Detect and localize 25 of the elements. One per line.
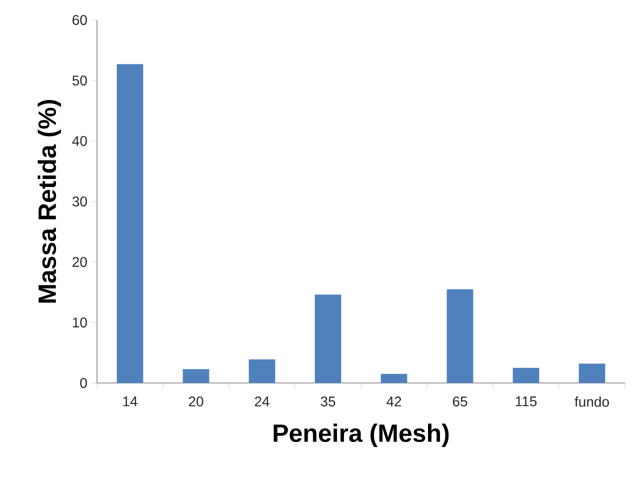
x-axis-title: Peneira (Mesh) [274, 424, 449, 447]
bar [314, 294, 342, 383]
y-tick-label: 60 [72, 15, 87, 25]
y-tick-label: 40 [72, 136, 87, 146]
bar [248, 359, 276, 383]
x-tick-label: fundo [574, 396, 609, 407]
bar [512, 368, 540, 383]
bar [380, 374, 408, 383]
bar [116, 64, 144, 383]
y-tick-label: 50 [72, 76, 87, 86]
x-tick-label: 115 [516, 396, 537, 406]
bar [182, 369, 210, 383]
bar [578, 364, 606, 383]
x-tick-label: 20 [188, 396, 204, 406]
y-axis-title: Massa Retida (%) [38, 100, 62, 303]
x-tick-label: 24 [254, 396, 270, 406]
y-tick-label: 20 [72, 257, 87, 267]
y-tick-label: 0 [80, 378, 87, 388]
x-tick-label: 35 [320, 396, 336, 406]
y-tick-label: 10 [72, 318, 87, 328]
x-tick-label: 14 [123, 396, 138, 406]
x-tick-label: 42 [386, 396, 402, 406]
x-tick-label: 65 [452, 396, 468, 406]
bar [446, 289, 474, 383]
y-tick-label: 30 [72, 196, 87, 206]
